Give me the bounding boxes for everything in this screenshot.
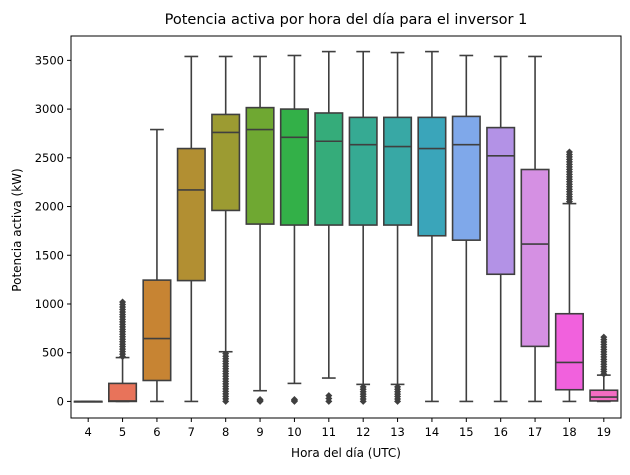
x-tick-label: 6 (153, 425, 160, 439)
plot-frame (70, 35, 622, 419)
x-tick-label: 17 (528, 425, 543, 439)
outlier-point (325, 392, 333, 400)
y-tick-label: 0 (57, 394, 64, 408)
plot-area: 0 500 1000 1500 2000 2500 3000 3500 4 5 6 7 8 9 10 11 12… (35, 35, 622, 439)
x-tick-label: 14 (425, 425, 440, 439)
x-tick-label: 4 (85, 425, 92, 439)
outlier-point (119, 298, 127, 306)
box-15 (451, 115, 481, 241)
box-16 (486, 126, 516, 276)
outlier-point (290, 395, 298, 403)
x-tick-label: 18 (562, 425, 577, 439)
box-7 (176, 147, 206, 282)
x-tick-label: 11 (321, 425, 336, 439)
x-tick-label: 16 (493, 425, 508, 439)
x-tick-label: 15 (459, 425, 474, 439)
box-10 (279, 108, 309, 226)
box-14 (417, 116, 447, 237)
box-18 (554, 312, 584, 391)
x-tick-label: 7 (188, 425, 195, 439)
outlier-point (600, 333, 608, 341)
x-tick-label: 8 (222, 425, 229, 439)
box-9 (245, 106, 275, 225)
outlier-point (565, 148, 573, 156)
x-tick-label: 19 (596, 425, 611, 439)
chart-title: Potencia activa por hora del día para el… (165, 12, 528, 28)
y-tick-label: 3500 (35, 53, 64, 67)
x-tick-label: 10 (287, 425, 302, 439)
y-tick-label: 3000 (35, 102, 64, 116)
box-5 (108, 382, 138, 403)
box-12 (348, 116, 378, 226)
box-17 (520, 168, 550, 348)
box-6 (142, 279, 172, 382)
box-13 (383, 116, 413, 226)
x-axis-label: Hora del día (UTC) (291, 446, 401, 460)
y-tick-label: 1500 (35, 248, 64, 262)
x-tick-label: 5 (119, 425, 126, 439)
y-tick-label: 2000 (35, 200, 64, 214)
y-tick-label: 1000 (35, 297, 64, 311)
x-tick-label: 9 (256, 425, 263, 439)
outlier-point (256, 395, 264, 403)
x-tick-label: 13 (390, 425, 405, 439)
y-tick-label: 2500 (35, 151, 64, 165)
box-8 (211, 113, 241, 212)
y-tick-label: 500 (42, 346, 64, 360)
box-19 (589, 389, 619, 402)
box-11 (314, 112, 344, 226)
x-tick-label: 12 (356, 425, 371, 439)
y-axis-label: Potencia activa (kW) (10, 168, 24, 291)
